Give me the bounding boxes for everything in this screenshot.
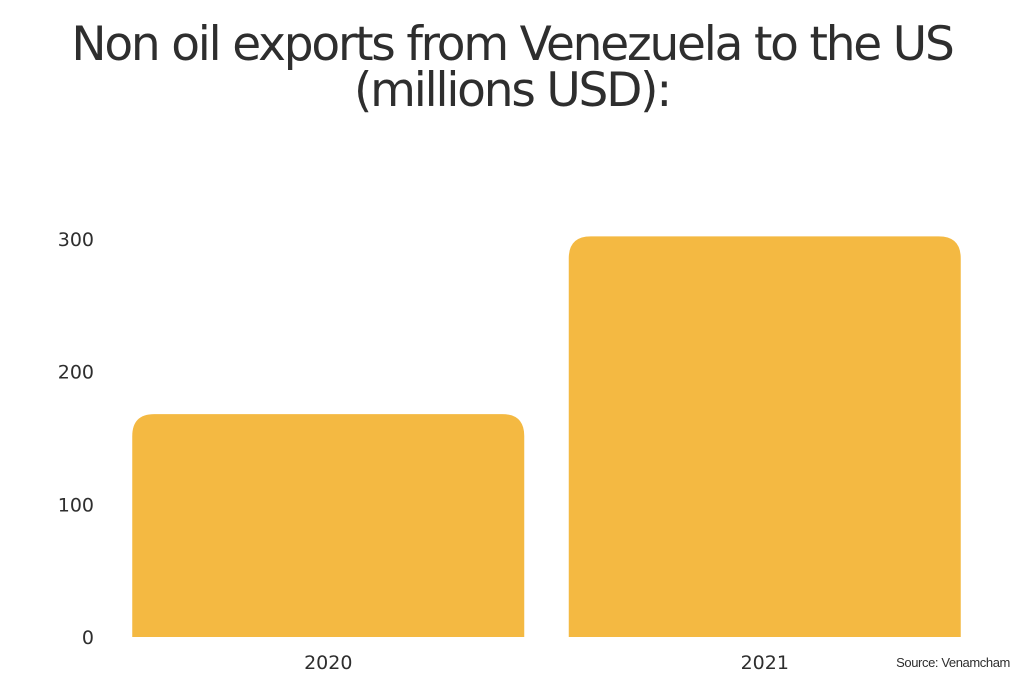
chart-title: Non oil exports from Venezuela to the US… xyxy=(0,17,1024,118)
y-tick-label: 100 xyxy=(58,494,94,516)
chart-title-line-1: Non oil exports from Venezuela to the US xyxy=(71,17,954,72)
bar-2021 xyxy=(568,236,961,637)
chart-title-line-2: (millions USD): xyxy=(354,63,672,118)
y-tick-label: 0 xyxy=(82,627,94,649)
source-note: Source: Venamcham xyxy=(896,655,1010,670)
bar-2020 xyxy=(132,414,525,637)
y-tick-label: 200 xyxy=(58,362,94,384)
x-category-label: 2020 xyxy=(304,652,352,674)
x-category-label: 2021 xyxy=(741,652,789,674)
y-tick-label: 300 xyxy=(58,229,94,251)
